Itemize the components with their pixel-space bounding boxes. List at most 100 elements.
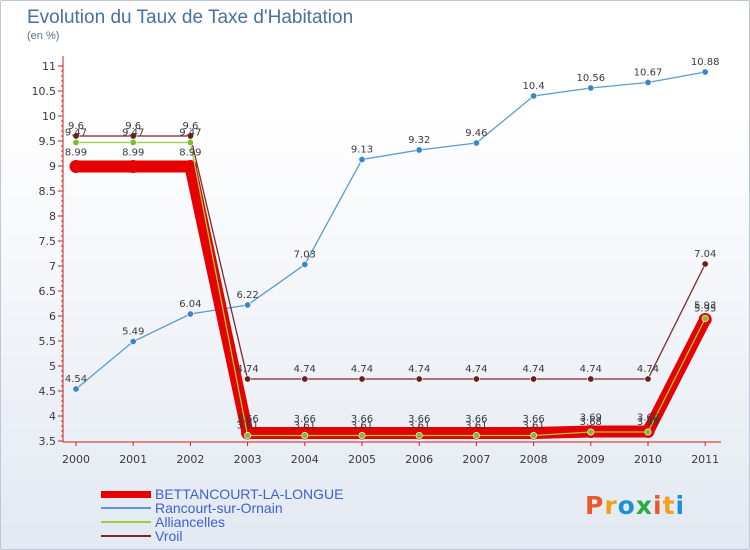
x-tick-label: 2010 (634, 453, 662, 466)
series-alliancelles-data-label: 5.95 (694, 304, 716, 315)
series-alliancelles-point (587, 428, 595, 436)
series-vroil-data-label: 4.74 (294, 364, 316, 375)
legend-label-alliancelles: Alliancelles (155, 514, 226, 530)
y-tick-label: 5.5 (39, 335, 57, 348)
series-rancourt-sur-ornain-data-label: 6.04 (179, 299, 201, 310)
series-rancourt-sur-ornain-data-label: 9.13 (351, 145, 373, 156)
series-vroil-data-label: 4.74 (637, 364, 659, 375)
series-alliancelles-line (76, 141, 706, 437)
series-vroil-data-label: 9.6 (125, 121, 141, 132)
y-tick-label: 11 (42, 60, 56, 73)
series-alliancelles-point (644, 428, 652, 436)
series-vroil-data-label: 4.74 (465, 364, 487, 375)
x-tick-label: 2007 (462, 453, 490, 466)
x-tick-label: 2001 (119, 453, 147, 466)
series-bettancourt-la-longue-data-label: 3.66 (236, 414, 258, 425)
series-rancourt-sur-ornain-point (244, 301, 252, 309)
series-bettancourt-la-longue-point (126, 160, 140, 173)
series-alliancelles-data-label: 3.61 (351, 421, 373, 432)
series-vroil-point (415, 375, 423, 383)
x-tick-label: 2011 (691, 453, 719, 466)
series-alliancelles-data-label: 3.61 (465, 421, 487, 432)
y-tick-label: 9.5 (39, 135, 57, 148)
x-tick-label: 2006 (405, 453, 433, 466)
series-rancourt-sur-ornain-point (701, 68, 709, 76)
y-tick-label: 10.5 (32, 85, 57, 98)
chart-subtitle: (en %) (27, 30, 60, 42)
x-tick-label: 2002 (176, 453, 204, 466)
series-alliancelles-point (72, 139, 80, 147)
series-rancourt-sur-ornain-data-label: 9.46 (465, 128, 487, 139)
series-alliancelles-point (472, 431, 480, 439)
y-tick-label: 8.5 (39, 185, 57, 198)
series-alliancelles-point (244, 431, 252, 439)
series-bettancourt-la-longue-point (183, 160, 197, 173)
x-tick-label: 2004 (291, 453, 319, 466)
legend-swatch-bettancourt (101, 490, 151, 498)
series-rancourt-sur-ornain-point (530, 92, 538, 100)
x-tick-label: 2009 (577, 453, 605, 466)
series-bettancourt-la-longue-data-label: 8.99 (122, 148, 144, 159)
series-bettancourt-la-longue-data-label: 8.99 (65, 148, 87, 159)
legend-item-alliancelles: Alliancelles (101, 515, 344, 529)
series-rancourt-sur-ornain-data-label: 10.56 (576, 73, 605, 84)
series-rancourt-sur-ornain-point (129, 337, 137, 345)
series-vroil-point (301, 375, 309, 383)
series-alliancelles-data-label: 9.47 (179, 128, 201, 139)
series-vroil-point (644, 375, 652, 383)
legend-label-bettancourt: BETTANCOURT-LA-LONGUE (155, 486, 344, 502)
series-vroil-data-label: 9.6 (182, 121, 198, 132)
series-alliancelles-point (186, 139, 194, 147)
series-rancourt-sur-ornain-data-label: 10.4 (522, 81, 544, 92)
series-vroil-data-label: 4.74 (351, 364, 373, 375)
series-rancourt-sur-ornain-line (75, 71, 706, 390)
series-bettancourt-la-longue-data-label: 3.66 (522, 414, 544, 425)
series-vroil-data-label: 9.6 (68, 121, 84, 132)
series-rancourt-sur-ornain-data-label: 10.67 (634, 68, 663, 79)
series-bettancourt-la-longue-data-label: 3.66 (408, 414, 430, 425)
series-vroil-point (472, 375, 480, 383)
series-rancourt-sur-ornain-data-label: 6.22 (236, 290, 258, 301)
series-alliancelles-point (701, 314, 709, 322)
series-vroil-data-label: 7.04 (694, 249, 716, 260)
series-vroil-point (587, 375, 595, 383)
logo-letter: t (662, 491, 676, 520)
logo-letter: o (617, 491, 636, 520)
series-bettancourt-la-longue-data-label: 3.69 (637, 413, 659, 424)
y-tick-label: 3.5 (39, 435, 57, 448)
series-rancourt-sur-ornain-point (415, 146, 423, 154)
series-bettancourt-la-longue-line (70, 160, 712, 439)
series-rancourt-sur-ornain-data-label: 10.88 (691, 57, 720, 68)
series-rancourt-sur-ornain-point (72, 385, 80, 393)
series-alliancelles-point (358, 431, 366, 439)
logo-letter: x (635, 491, 653, 520)
series-bettancourt-la-longue-data-label: 8.99 (179, 148, 201, 159)
legend-item-vroil: Vroil (101, 529, 344, 543)
series-vroil-point (358, 375, 366, 383)
x-tick-label: 2005 (348, 453, 376, 466)
series-alliancelles-point (129, 139, 137, 147)
series-bettancourt-la-longue-data-label: 3.66 (465, 414, 487, 425)
series-alliancelles-data-label: 9.47 (65, 128, 87, 139)
y-tick-label: 6 (49, 310, 56, 323)
x-tick-label: 2000 (62, 453, 90, 466)
logo-letter: i (675, 491, 686, 520)
legend-item-bettancourt: BETTANCOURT-LA-LONGUE (101, 487, 344, 501)
proxiti-logo: Proxiti (585, 491, 685, 520)
legend-swatch-alliancelles (101, 521, 151, 523)
x-tick-label: 2003 (234, 453, 262, 466)
series-rancourt-sur-ornain-point (472, 139, 480, 147)
series-rancourt-sur-ornain-data-label: 7.03 (294, 250, 316, 261)
legend-label-rancourt: Rancourt-sur-Ornain (155, 500, 283, 516)
y-tick-label: 4.5 (39, 385, 57, 398)
series-bettancourt-la-longue-data-label: 3.69 (580, 413, 602, 424)
series-rancourt-sur-ornain-point (644, 79, 652, 87)
series-vroil-point (530, 375, 538, 383)
x-tick-label: 2008 (520, 453, 548, 466)
line-chart: 3.5 4 4.5 5 5.5 6 6.5 7 7.5 8 8.5 9 9.5 10 10.5 11 2000 2… (32, 56, 721, 466)
logo-letter: r (604, 491, 618, 520)
series-alliancelles-data-label: 3.61 (522, 421, 544, 432)
legend-item-rancourt: Rancourt-sur-Ornain (101, 501, 344, 515)
series-vroil-data-label: 4.74 (580, 364, 602, 375)
